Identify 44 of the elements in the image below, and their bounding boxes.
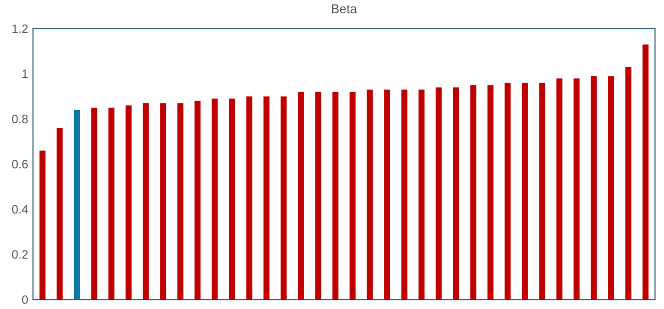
bar [194,101,201,300]
bar [625,67,632,300]
y-tick-label: 0.6 [12,160,28,168]
bar [522,82,528,300]
bar [212,98,218,300]
chart-title: Beta [332,4,358,14]
bar [39,150,46,300]
y-tick-label: 0.4 [12,205,28,214]
bar [366,90,373,300]
bar [298,92,304,300]
bar [74,110,80,300]
bar [332,92,338,300]
bar [263,96,270,300]
bar [160,103,166,300]
bar [246,96,252,300]
bar [539,82,546,300]
bar [142,103,149,300]
y-tick-label: 0.2 [12,250,28,259]
bar [350,92,356,300]
bar [401,90,408,300]
bar [487,85,494,300]
y-tick-label: 1 [22,70,28,78]
bar [470,85,476,300]
y-tick-label: 1.2 [12,24,28,33]
y-tick-label: 0 [22,295,28,304]
bar [315,92,322,300]
bar [56,128,63,300]
bar [108,108,114,300]
bar [574,78,580,300]
bar [177,103,184,300]
bar [436,87,442,300]
y-tick-label: 0.8 [12,114,28,124]
bar [590,76,597,300]
bar [556,78,562,300]
bar [642,44,649,300]
bar [280,96,287,300]
bar [418,90,425,300]
bar [229,98,236,300]
bar [384,90,390,300]
bar [453,87,459,300]
bar [608,76,614,300]
bar [126,106,132,300]
bar [504,82,511,300]
bar [91,108,98,300]
